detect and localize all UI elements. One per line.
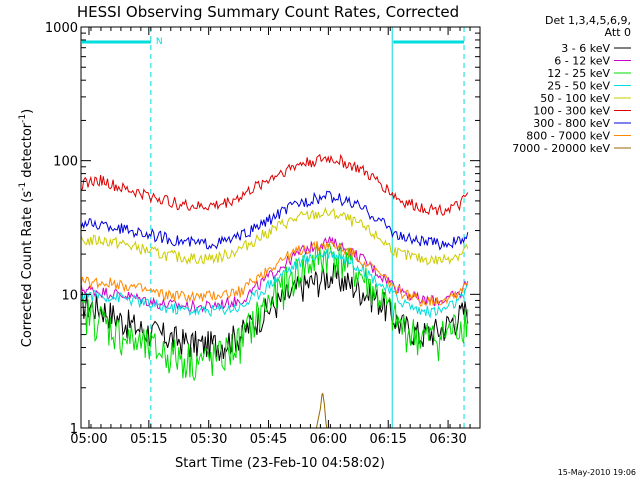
legend-label: 800 - 7000 keV [526,130,610,143]
chart-title: HESSI Observing Summary Count Rates, Cor… [77,3,459,21]
x-tick-label: 06:15 [369,432,406,447]
y-axis-label-exponent-1: -1 [18,182,28,191]
legend-label: 3 - 6 keV [561,42,610,55]
series-line [80,190,469,251]
x-tick-label: 05:00 [70,432,107,447]
series-line [308,392,341,429]
legend-label: 300 - 800 keV [533,117,610,130]
legend-label: 12 - 25 keV [547,67,610,80]
legend-label: 100 - 300 keV [533,105,610,118]
y-tick-label: 1 [70,422,78,437]
series-line [80,153,469,216]
y-axis-label: Corrected Count Rate (s-1 detector-1) [18,109,35,347]
plot-frame [80,26,481,429]
series-line [80,262,469,361]
night-flag-layer: N [82,27,465,428]
y-tick-label: 10 [61,288,78,303]
x-tick-label: 06:30 [429,432,466,447]
x-axis-label: Start Time (23-Feb-10 04:58:02) [175,456,385,471]
series-layer [80,153,469,429]
x-tick-label: 05:15 [130,432,167,447]
x-tick-label: 06:00 [310,432,347,447]
y-axis-label-mid: detector [20,122,35,182]
y-axis-label-end: ) [20,109,35,114]
legend-label: 25 - 50 keV [547,80,610,93]
x-tick-label: 05:30 [190,432,227,447]
legend-header-attenuator: Att 0 [605,26,631,39]
series-line [80,249,469,319]
series-line [80,206,469,266]
legend-header-detectors: Det 1,3,4,5,6,9, [545,14,631,27]
y-tick-label: 1000 [45,21,78,36]
series-line [80,242,469,382]
y-axis-label-main: Corrected Count Rate (s [20,191,35,348]
legend-label: 50 - 100 keV [540,92,610,105]
series-line [80,241,469,307]
series-line [80,236,469,315]
legend-label: 6 - 12 keV [554,55,610,68]
legend-label: 7000 - 20000 keV [512,142,610,155]
date-stamp: 15-May-2010 19:06 [558,468,636,477]
y-tick-label: 100 [53,155,78,170]
y-axis-label-exponent-2: -1 [18,114,28,123]
axis-layer: 05:00 05:15 05:30 05:45 06:00 06:15 06:30 1 10 10… [45,21,481,447]
night-flag-label: N [156,37,163,47]
x-tick-label: 05:45 [250,432,287,447]
